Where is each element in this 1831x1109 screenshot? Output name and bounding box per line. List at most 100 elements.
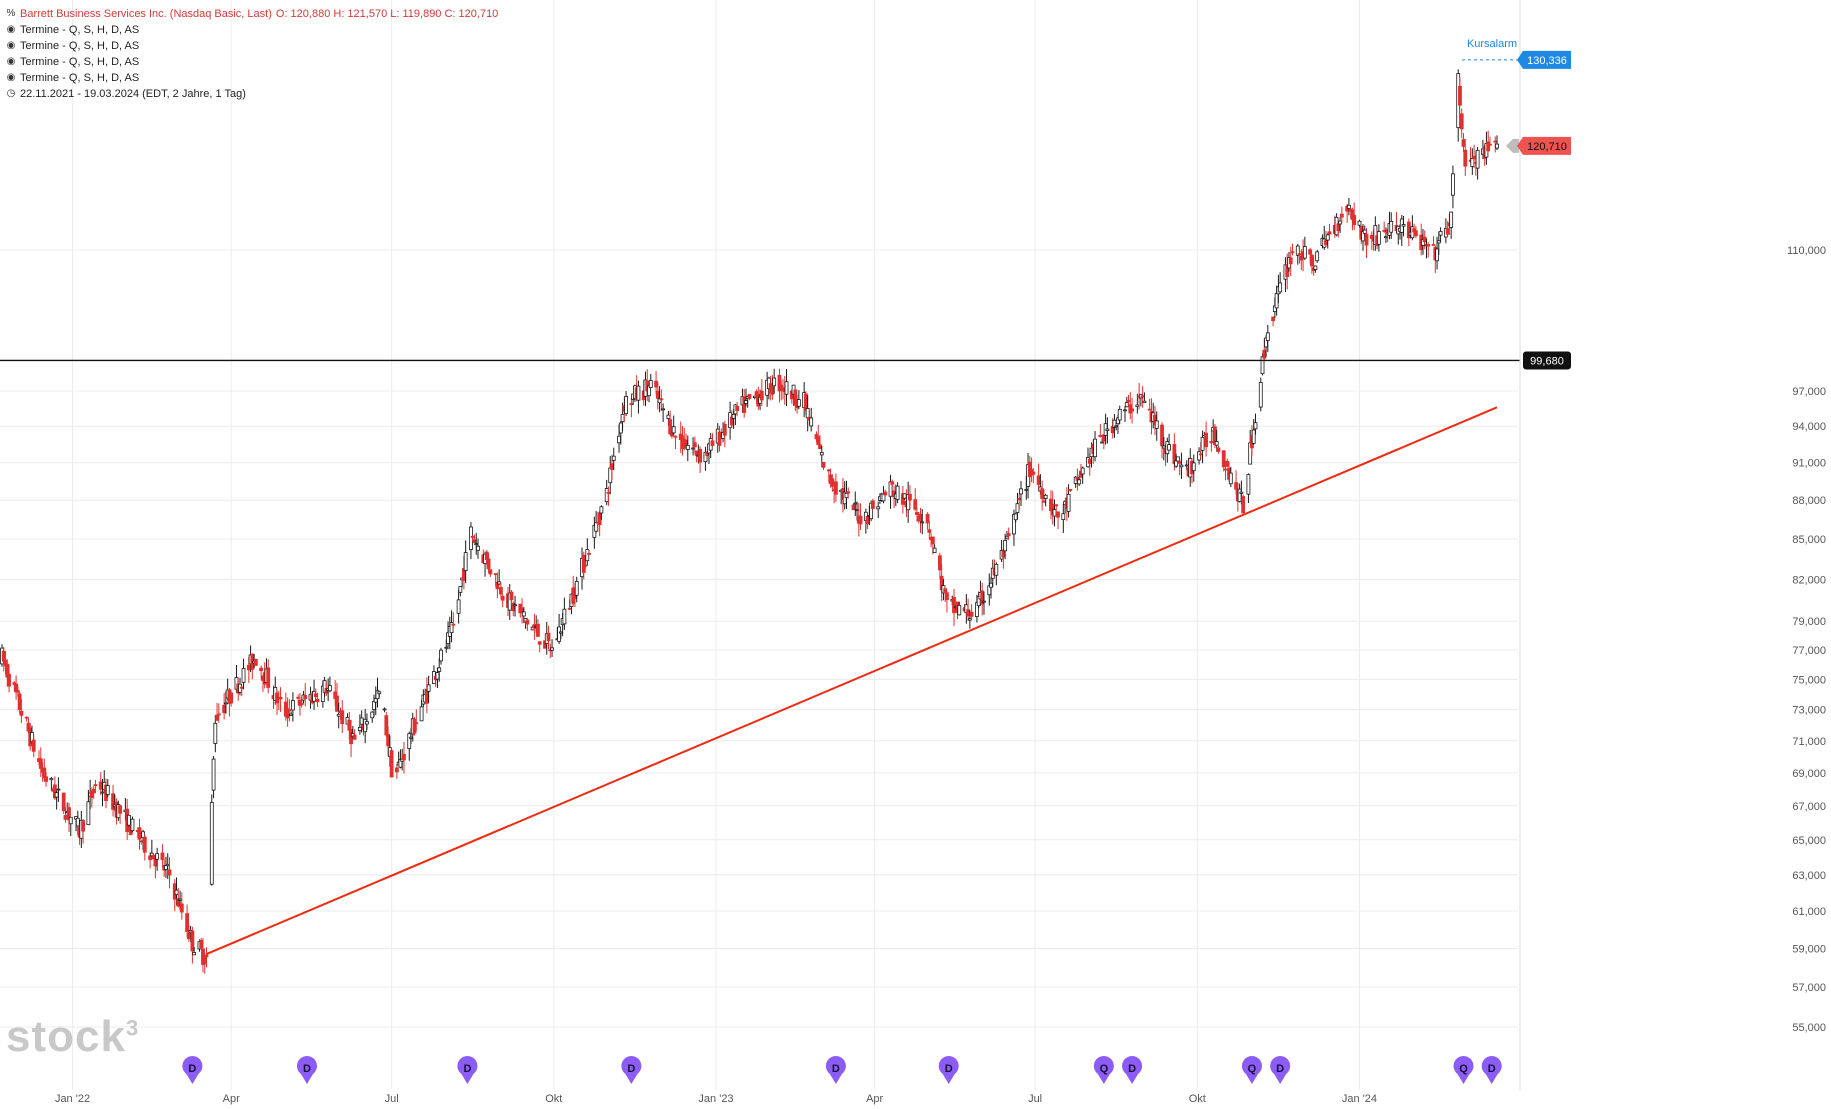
candle-body <box>853 502 858 505</box>
candle-body <box>1228 472 1233 485</box>
dividend-marker-icon[interactable]: D <box>1122 1055 1143 1084</box>
x-tick-label: Apr <box>866 1093 883 1105</box>
candle-body <box>127 814 131 826</box>
candle-body <box>49 777 54 781</box>
candle-body <box>222 704 227 713</box>
candle-body <box>920 521 925 524</box>
visibility-icon[interactable]: ◉ <box>6 40 16 51</box>
candle-body <box>1253 422 1258 430</box>
candle-body <box>202 956 207 965</box>
brand-watermark: stock3 <box>6 1012 140 1061</box>
candle-body <box>804 393 808 411</box>
candle-body <box>456 599 461 614</box>
candle-body <box>809 417 814 427</box>
candle-body <box>673 435 678 438</box>
dividend-marker-icon[interactable]: D <box>182 1055 203 1084</box>
quarterly-report-marker-icon[interactable]: Q <box>1241 1056 1262 1084</box>
candle-body <box>1066 494 1071 512</box>
candle-body <box>165 863 170 867</box>
candle-body <box>1431 244 1436 246</box>
candle-body <box>1347 204 1351 209</box>
candle-body <box>742 396 747 413</box>
candle-body <box>587 552 591 555</box>
candle-body <box>550 647 554 651</box>
date-range: 22.11.2021 - 19.03.2024 (EDT, 2 Jahre, 1… <box>20 88 246 100</box>
marker-letter: D <box>463 1063 471 1075</box>
candle-body <box>470 535 475 538</box>
y-tick-label: 75,000 <box>1792 674 1826 686</box>
candle-body <box>142 836 147 853</box>
candle-body <box>1147 408 1152 411</box>
visibility-icon[interactable]: ◉ <box>6 72 16 83</box>
event-label: Termine - Q, S, H, D, AS <box>20 40 140 52</box>
candle-body <box>313 693 318 697</box>
candle-body <box>1382 230 1387 232</box>
candle-body <box>386 734 390 747</box>
legend-event-row[interactable]: ◉ Termine - Q, S, H, D, AS <box>6 70 498 86</box>
candle-body <box>1056 511 1060 518</box>
candle-body <box>1130 408 1134 412</box>
candle-body <box>1475 149 1480 169</box>
candle-body <box>1308 249 1313 255</box>
dividend-marker-icon[interactable]: D <box>457 1056 478 1084</box>
candle-body <box>81 820 85 832</box>
dividend-marker-icon[interactable]: D <box>1481 1056 1502 1084</box>
candle-body <box>599 506 604 514</box>
candle-body <box>1174 460 1179 467</box>
legend-event-row[interactable]: ◉ Termine - Q, S, H, D, AS <box>6 22 498 38</box>
quarterly-report-marker-icon[interactable]: Q <box>1093 1056 1114 1084</box>
visibility-icon[interactable]: ◉ <box>6 56 16 67</box>
candle-body <box>253 659 258 666</box>
candle-body <box>213 722 218 744</box>
candle-body <box>858 515 863 525</box>
candle-body <box>246 664 251 671</box>
marker-letter: Q <box>1100 1063 1109 1075</box>
candle-body <box>1087 458 1092 464</box>
visibility-icon[interactable]: ◉ <box>6 24 16 35</box>
y-tick-label: 94,000 <box>1792 421 1826 433</box>
candle-body <box>370 711 375 719</box>
candle-body <box>174 889 179 896</box>
legend-event-row[interactable]: ◉ Termine - Q, S, H, D, AS <box>6 38 498 54</box>
candle-body <box>1246 474 1251 495</box>
candle-body <box>915 512 919 515</box>
candle-body <box>137 827 142 840</box>
candle-body <box>1488 143 1492 146</box>
candle-body <box>1112 419 1117 428</box>
dividend-marker-icon[interactable]: D <box>1270 1056 1291 1084</box>
candle-body <box>458 586 463 593</box>
event-label: Termine - Q, S, H, D, AS <box>20 24 140 36</box>
candle-body <box>488 569 493 575</box>
candle-body <box>359 717 364 725</box>
dividend-marker-icon[interactable]: D <box>938 1055 959 1084</box>
candle-body <box>1262 349 1267 359</box>
candle-body <box>151 854 156 860</box>
candle-body <box>1426 244 1431 247</box>
legend-event-row[interactable]: ◉ Termine - Q, S, H, D, AS <box>6 54 498 70</box>
quarterly-report-marker-icon[interactable]: Q <box>1453 1056 1474 1084</box>
candle-body <box>365 721 369 725</box>
candle-body <box>1098 434 1103 437</box>
candle-body <box>661 408 666 411</box>
y-tick-label: 110,000 <box>1787 245 1826 257</box>
candle-body <box>1135 404 1140 407</box>
candle-body <box>611 455 616 461</box>
candle-body <box>1160 424 1164 447</box>
marker-pin <box>938 1055 959 1084</box>
candle-body <box>927 529 932 533</box>
candle-body <box>61 792 66 812</box>
dividend-marker-icon[interactable]: D <box>296 1056 317 1084</box>
candle-body <box>1031 471 1036 475</box>
candle-body <box>805 408 810 419</box>
candle-body <box>290 700 295 711</box>
candle-body <box>994 563 999 576</box>
y-tick-label: 97,000 <box>1792 386 1826 398</box>
dividend-marker-icon[interactable]: D <box>621 1056 642 1084</box>
dividend-marker-icon[interactable]: D <box>825 1055 846 1084</box>
y-tick-label: 71,000 <box>1792 736 1826 748</box>
candle-body <box>17 693 22 710</box>
candle-body <box>573 594 577 599</box>
legend-title-row[interactable]: % Barrett Business Services Inc. (Nasdaq… <box>6 6 499 22</box>
